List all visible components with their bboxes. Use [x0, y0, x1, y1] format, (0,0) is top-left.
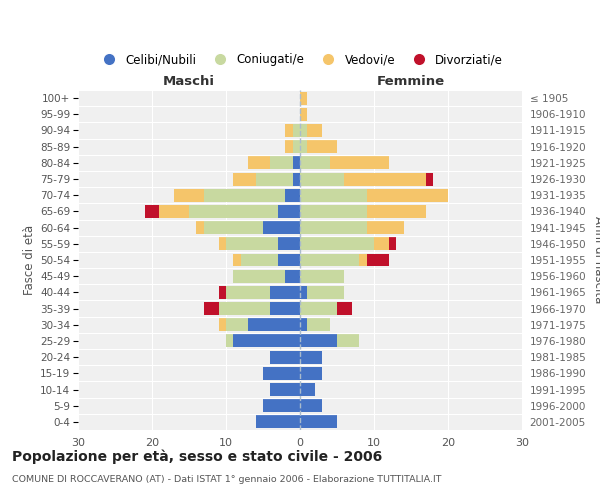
Bar [271, 286, 300, 299]
Bar [300, 383, 315, 396]
Bar [233, 270, 285, 282]
Bar [285, 140, 293, 153]
Bar [307, 318, 329, 331]
Bar [337, 302, 352, 315]
Bar [293, 156, 300, 170]
Bar [241, 254, 278, 266]
Bar [271, 350, 300, 364]
Text: COMUNE DI ROCCAVERANO (AT) - Dati ISTAT 1° gennaio 2006 - Elaborazione TUTTITALI: COMUNE DI ROCCAVERANO (AT) - Dati ISTAT … [12, 475, 442, 484]
Bar [300, 399, 322, 412]
Bar [307, 140, 337, 153]
Bar [374, 238, 389, 250]
Bar [278, 238, 300, 250]
Bar [367, 254, 389, 266]
Bar [293, 124, 300, 137]
Bar [285, 270, 300, 282]
Text: Femmine: Femmine [377, 74, 445, 88]
Bar [307, 124, 322, 137]
Bar [233, 172, 256, 186]
Bar [367, 221, 404, 234]
Bar [300, 302, 337, 315]
Bar [263, 399, 300, 412]
Bar [300, 270, 344, 282]
Bar [226, 238, 278, 250]
Bar [329, 156, 389, 170]
Bar [196, 221, 204, 234]
Bar [359, 254, 367, 266]
Bar [248, 156, 271, 170]
Bar [204, 302, 218, 315]
Bar [145, 205, 160, 218]
Bar [300, 189, 367, 202]
Bar [218, 302, 271, 315]
Text: Maschi: Maschi [163, 74, 215, 88]
Bar [344, 172, 426, 186]
Bar [300, 124, 307, 137]
Bar [285, 189, 300, 202]
Bar [300, 416, 337, 428]
Bar [300, 318, 307, 331]
Bar [300, 350, 322, 364]
Bar [367, 189, 448, 202]
Y-axis label: Anni di nascita: Anni di nascita [592, 216, 600, 304]
Bar [256, 416, 300, 428]
Bar [300, 221, 367, 234]
Bar [293, 172, 300, 186]
Bar [218, 318, 226, 331]
Bar [218, 238, 226, 250]
Bar [248, 318, 300, 331]
Bar [300, 205, 367, 218]
Bar [300, 92, 307, 104]
Bar [271, 156, 293, 170]
Bar [300, 172, 344, 186]
Text: Popolazione per età, sesso e stato civile - 2006: Popolazione per età, sesso e stato civil… [12, 450, 382, 464]
Bar [300, 140, 307, 153]
Bar [226, 334, 233, 347]
Bar [367, 205, 426, 218]
Bar [271, 383, 300, 396]
Bar [300, 238, 374, 250]
Bar [278, 254, 300, 266]
Bar [293, 140, 300, 153]
Bar [337, 334, 359, 347]
Bar [263, 367, 300, 380]
Bar [300, 286, 307, 299]
Bar [426, 172, 433, 186]
Y-axis label: Fasce di età: Fasce di età [23, 225, 36, 295]
Bar [218, 286, 226, 299]
Bar [300, 334, 337, 347]
Legend: Celibi/Nubili, Coniugati/e, Vedovi/e, Divorziati/e: Celibi/Nubili, Coniugati/e, Vedovi/e, Di… [92, 48, 508, 70]
Bar [174, 189, 204, 202]
Bar [300, 254, 359, 266]
Bar [160, 205, 189, 218]
Bar [285, 124, 293, 137]
Bar [226, 286, 271, 299]
Bar [233, 254, 241, 266]
Bar [300, 156, 329, 170]
Bar [204, 221, 263, 234]
Bar [256, 172, 293, 186]
Bar [389, 238, 396, 250]
Bar [307, 286, 344, 299]
Bar [300, 108, 307, 121]
Bar [300, 367, 322, 380]
Bar [278, 205, 300, 218]
Bar [233, 334, 300, 347]
Bar [204, 189, 285, 202]
Bar [226, 318, 248, 331]
Bar [271, 302, 300, 315]
Bar [263, 221, 300, 234]
Bar [189, 205, 278, 218]
